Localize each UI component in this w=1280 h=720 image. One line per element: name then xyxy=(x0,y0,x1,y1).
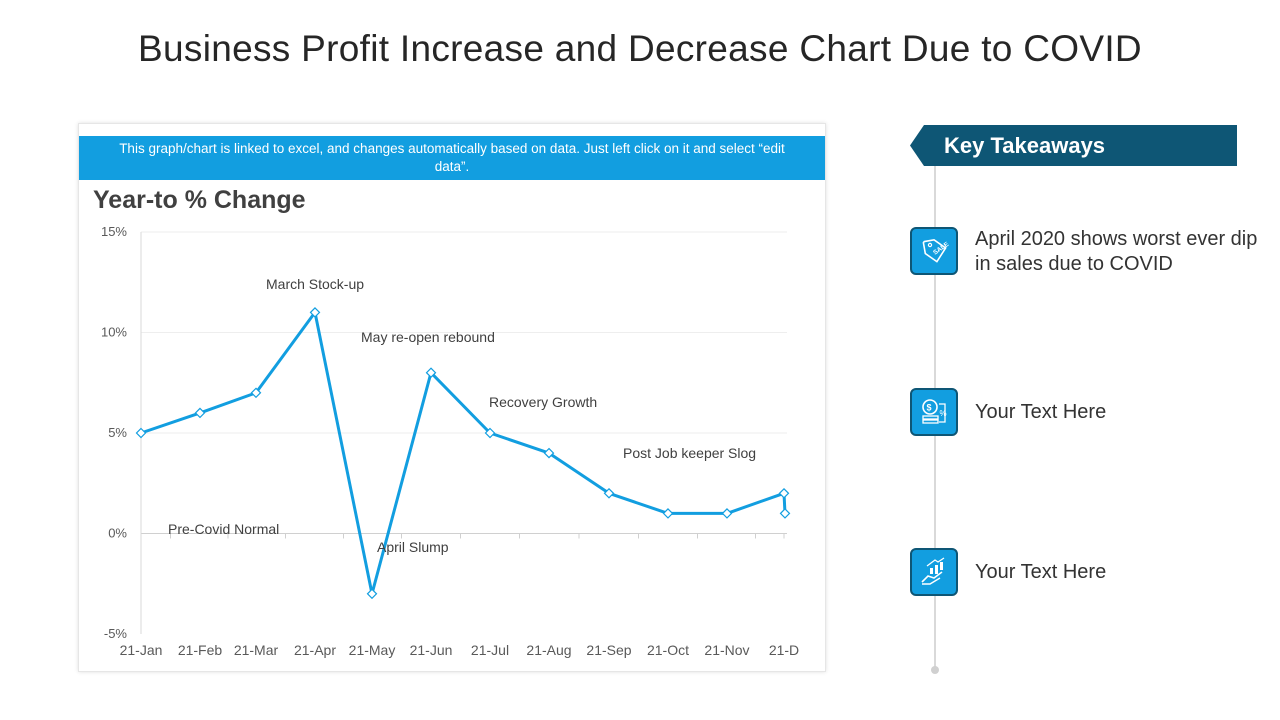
x-tick-label: 21-Apr xyxy=(294,642,336,658)
svg-text:SALE: SALE xyxy=(932,241,949,257)
chart-card[interactable]: This graph/chart is linked to excel, and… xyxy=(78,123,826,672)
excel-link-banner: This graph/chart is linked to excel, and… xyxy=(79,136,825,180)
y-tick-label: 15% xyxy=(101,224,127,239)
x-tick-label: 21-Jan xyxy=(120,642,163,658)
x-tick-label: 21-Jun xyxy=(410,642,453,658)
annotation-label: Recovery Growth xyxy=(489,394,597,410)
data-point xyxy=(250,387,262,399)
svg-text:$: $ xyxy=(927,403,932,413)
x-tick-label: 21-D xyxy=(769,642,799,658)
data-point xyxy=(484,427,496,439)
y-tick-label: -5% xyxy=(104,626,128,641)
annotation-label: April Slump xyxy=(377,539,449,555)
banner-text: This graph/chart is linked to excel, and… xyxy=(119,141,785,174)
annotation-label: March Stock-up xyxy=(266,276,364,292)
hand-growth-icon xyxy=(910,548,958,596)
y-tick-label: 10% xyxy=(101,325,127,340)
data-point xyxy=(662,508,674,519)
x-tick-label: 21-Jul xyxy=(471,642,509,658)
y-tick-label: 0% xyxy=(108,526,127,541)
x-tick-label: 21-Sep xyxy=(586,642,631,658)
line-chart[interactable]: -5% 0% 5% 10% 15% 21-Jan 21-Feb 21-Mar 21-Apr 21-… xyxy=(79,124,825,671)
takeaway-text-2: Your Text Here xyxy=(975,401,1107,423)
timeline-end-dot xyxy=(931,666,939,674)
x-tick-label: 21-Feb xyxy=(178,642,223,658)
data-point xyxy=(543,447,555,459)
y-tick-label: 5% xyxy=(108,425,127,440)
annotation-label: Post Job keeper Slog xyxy=(623,445,756,461)
data-point xyxy=(721,508,733,519)
data-point xyxy=(778,487,790,499)
takeaway-text-1: April 2020 shows worst ever dip in sales… xyxy=(975,228,1258,275)
x-tick-label: 21-Aug xyxy=(526,642,571,658)
sale-tag-icon: SALE xyxy=(910,227,958,275)
svg-text:%: % xyxy=(940,409,947,418)
data-point xyxy=(309,307,321,318)
data-point xyxy=(194,407,206,419)
page-title: Business Profit Increase and Decrease Ch… xyxy=(138,28,1142,69)
data-point xyxy=(425,367,437,379)
chart-title: Year-to % Change xyxy=(93,186,306,214)
data-point xyxy=(135,427,147,439)
annotation-label: May re-open rebound xyxy=(361,329,495,345)
key-takeaways-header: Key Takeaways xyxy=(910,125,1237,166)
x-tick-label: 21-May xyxy=(349,642,396,658)
key-takeaways-label: Key Takeaways xyxy=(944,133,1106,158)
data-point xyxy=(366,588,378,600)
takeaway-text-3: Your Text Here xyxy=(975,561,1107,583)
x-tick-label: 21-Nov xyxy=(704,642,749,658)
coins-percent-icon: $ % xyxy=(910,388,958,436)
header-banner-shape xyxy=(910,125,1237,166)
data-point xyxy=(603,487,615,499)
data-point xyxy=(779,508,791,519)
x-tick-label: 21-Oct xyxy=(647,642,689,658)
x-tick-label: 21-Mar xyxy=(234,642,279,658)
annotation-label: Pre-Covid Normal xyxy=(168,521,279,537)
